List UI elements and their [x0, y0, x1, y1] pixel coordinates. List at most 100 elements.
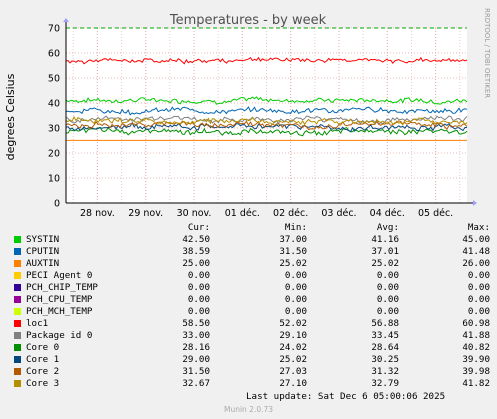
legend-row: Package id 0 33.00 29.10 33.45 41.88	[14, 330, 490, 342]
x-tick-label: 28 nov.	[80, 208, 115, 219]
legend-min: 0.00	[284, 282, 307, 293]
rrdtool-credit: RRDTOOL / TOBI OETIKER	[483, 8, 491, 98]
y-tick-label: 0	[54, 199, 60, 210]
legend-header-cur: Cur:	[187, 222, 210, 233]
legend-max: 41.88	[462, 330, 490, 341]
legend-max: 41.48	[462, 246, 490, 257]
legend-min: 29.10	[279, 330, 307, 341]
legend-max: 60.98	[462, 318, 490, 329]
legend-avg: 32.79	[371, 378, 399, 389]
legend-cur: 58.50	[182, 318, 210, 329]
legend-name: CPUTIN	[26, 246, 60, 257]
legend-name: AUXTIN	[26, 258, 60, 269]
legend-name: Package id 0	[26, 330, 93, 341]
legend-min: 27.10	[279, 378, 307, 389]
y-tick-label: 50	[48, 74, 60, 85]
legend-min: 0.00	[284, 270, 307, 281]
legend-swatch	[14, 320, 21, 327]
y-axis-label: degrees Celsius	[4, 73, 17, 160]
legend-header: Cur: Min: Avg: Max:	[14, 222, 490, 234]
munin-version: Munin 2.0.73	[223, 405, 274, 414]
legend-swatch	[14, 272, 21, 279]
legend-min: 52.02	[279, 318, 307, 329]
legend: Cur: Min: Avg: Max: SYSTIN 42.50 37.00 41.1…	[14, 222, 490, 390]
legend-name: Core 2	[26, 366, 60, 377]
legend-avg: 0.00	[376, 282, 399, 293]
legend-cur: 0.00	[187, 294, 210, 305]
legend-avg: 0.00	[376, 294, 399, 305]
legend-cur: 42.50	[182, 234, 210, 245]
legend-swatch	[14, 356, 21, 363]
legend-name: PCH_CHIP_TEMP	[26, 282, 98, 293]
legend-row: loc1 58.50 52.02 56.88 60.98	[14, 318, 490, 330]
legend-name: SYSTIN	[26, 234, 60, 245]
legend-row: Core 3 32.67 27.10 32.79 41.82	[14, 378, 490, 390]
series-line	[66, 126, 468, 137]
legend-max: 0.00	[467, 282, 490, 293]
legend-cur: 38.59	[182, 246, 210, 257]
legend-row: CPUTIN 38.59 31.50 37.01 41.48	[14, 246, 490, 258]
legend-row: SYSTIN 42.50 37.00 41.16 45.00	[14, 234, 490, 246]
legend-avg: 56.88	[371, 318, 399, 329]
legend-cur: 0.00	[187, 270, 210, 281]
y-tick-label: 10	[48, 174, 60, 185]
legend-header-min: Min:	[284, 222, 307, 233]
legend-min: 0.00	[284, 294, 307, 305]
legend-cur: 29.00	[182, 354, 210, 365]
legend-avg: 33.45	[371, 330, 399, 341]
legend-row: PCH_CPU_TEMP 0.00 0.00 0.00 0.00	[14, 294, 490, 306]
legend-max: 41.82	[462, 378, 490, 389]
legend-max: 0.00	[467, 294, 490, 305]
legend-min: 27.03	[279, 366, 307, 377]
legend-min: 24.02	[279, 342, 307, 353]
y-tick-label: 30	[48, 124, 60, 135]
legend-name: Core 3	[26, 378, 60, 389]
legend-swatch	[14, 248, 21, 255]
legend-avg: 28.64	[371, 342, 399, 353]
legend-row: Core 0 28.16 24.02 28.64 40.82	[14, 342, 490, 354]
legend-avg: 41.16	[371, 234, 399, 245]
legend-cur: 0.00	[187, 306, 210, 317]
legend-min: 31.50	[279, 246, 307, 257]
legend-row: Core 2 31.50 27.03 31.32 39.98	[14, 366, 490, 378]
legend-avg: 31.32	[371, 366, 399, 377]
legend-cur: 32.67	[182, 378, 210, 389]
series-line	[65, 115, 468, 126]
legend-avg: 0.00	[376, 270, 399, 281]
legend-header-max: Max:	[467, 222, 490, 233]
legend-max: 45.00	[462, 234, 490, 245]
x-tick-label: 03 déc.	[321, 208, 356, 219]
legend-name: loc1	[26, 318, 49, 329]
legend-swatch	[14, 380, 21, 387]
legend-max: 39.98	[462, 366, 490, 377]
y-axis-arrow	[63, 18, 69, 22]
y-tick-label: 70	[48, 24, 60, 35]
x-tick-label: 05 déc.	[418, 208, 453, 219]
legend-row: Core 1 29.00 25.02 30.25 39.90	[14, 354, 490, 366]
x-axis-arrow	[473, 200, 477, 206]
legend-swatch	[14, 332, 21, 339]
plot-area: 0 10 20 30 40 50 60 70 28 nov. 29 nov. 30 nov. 01 d…	[48, 18, 477, 219]
x-tick-label: 29 nov.	[128, 208, 163, 219]
legend-cur: 0.00	[187, 282, 210, 293]
legend-name: Core 0	[26, 342, 60, 353]
last-update: Last update: Sat Dec 6 05:00:06 2025	[246, 391, 446, 402]
series-line	[65, 120, 468, 131]
legend-min: 37.00	[279, 234, 307, 245]
legend-cur: 31.50	[182, 366, 210, 377]
legend-cur: 25.00	[182, 258, 210, 269]
legend-swatch	[14, 284, 21, 291]
legend-min: 0.00	[284, 306, 307, 317]
legend-swatch	[14, 236, 21, 243]
legend-avg: 25.02	[371, 258, 399, 269]
legend-avg: 37.01	[371, 246, 399, 257]
series-line	[65, 106, 468, 116]
legend-max: 40.82	[462, 342, 490, 353]
legend-row: AUXTIN 25.00 25.02 25.02 26.00	[14, 258, 490, 270]
legend-avg: 30.25	[371, 354, 399, 365]
series-line	[65, 115, 468, 125]
series-line	[65, 56, 468, 65]
series-line	[65, 96, 468, 105]
legend-header-avg: Avg:	[376, 222, 399, 233]
